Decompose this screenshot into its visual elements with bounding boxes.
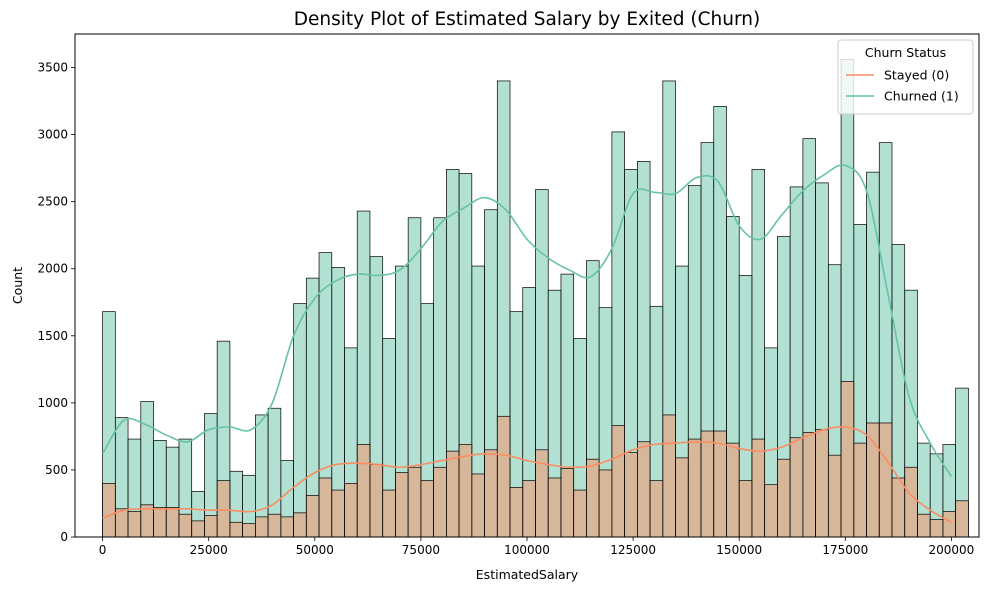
y-axis-label: Count (10, 267, 25, 304)
histogram-bar-stayed (866, 422, 880, 538)
x-tick-label: 150000 (716, 543, 762, 557)
histogram-bar-stayed (407, 466, 422, 538)
histogram-bar-stayed (255, 516, 269, 538)
histogram-bar-stayed (496, 415, 511, 538)
legend-label-churned: Churned (1) (884, 89, 959, 104)
histogram-bar-stayed (904, 466, 918, 538)
histogram-bar-stayed (573, 489, 587, 538)
y-axis: 0 500 1000 1500 2000 2500 3000 3500 (37, 61, 75, 544)
histogram-bar-stayed (458, 444, 473, 538)
x-tick-label: 200000 (929, 543, 975, 557)
histogram-bar-stayed (446, 450, 460, 538)
histogram-bar-stayed (547, 477, 562, 538)
histogram-bar-stayed (560, 468, 575, 538)
y-tick-label: 3500 (37, 61, 68, 75)
y-tick-label: 2000 (37, 262, 68, 276)
histogram-bar-stayed (764, 484, 778, 538)
histogram-bar-stayed (802, 432, 816, 538)
histogram-bar-stayed (420, 480, 434, 538)
histogram-bar-stayed (229, 521, 243, 538)
histogram-bar-stayed (827, 454, 842, 538)
histogram-bar-stayed (331, 489, 345, 538)
histogram-bar-stayed (738, 480, 753, 538)
x-tick-label: 100000 (504, 543, 550, 557)
histogram-bar-churned (293, 303, 307, 538)
histogram-bar-stayed (395, 472, 409, 538)
x-tick-label: 0 (99, 543, 107, 557)
histogram-bar-stayed (102, 483, 116, 538)
histogram-bar-stayed (878, 422, 893, 538)
histogram-bar-stayed (280, 516, 294, 538)
histogram-bar-stayed (216, 480, 231, 538)
kde-layer (101, 164, 953, 523)
histogram-bar-stayed (318, 477, 333, 538)
histogram-bar-stayed (598, 469, 613, 538)
x-axis: 0 25000 50000 75000 100000 125000 150000 175000… (99, 537, 975, 557)
legend-title: Churn Status (865, 45, 946, 60)
histogram-bar-stayed (624, 452, 638, 538)
x-tick-label: 125000 (610, 543, 656, 557)
histogram-bar-stayed (242, 523, 256, 538)
chart-title: Density Plot of Estimated Salary by Exit… (294, 9, 760, 30)
histogram-bar-stayed (853, 442, 867, 538)
histogram-bar-stayed (382, 489, 396, 538)
histogram-bar-stayed (204, 515, 218, 538)
y-tick-label: 3000 (37, 128, 68, 142)
legend-label-stayed: Stayed (0) (884, 68, 949, 83)
x-tick-label: 75000 (402, 543, 440, 557)
histogram-bar-stayed (191, 520, 205, 538)
kde-line-churned (101, 164, 953, 478)
x-tick-label: 50000 (296, 543, 334, 557)
histogram-bar-stayed (675, 457, 689, 538)
histogram-bar-stayed (815, 429, 829, 538)
histogram-bar-stayed (700, 430, 715, 538)
histogram-bar-stayed (751, 438, 766, 538)
histogram-bar-stayed (942, 511, 956, 538)
x-tick-label: 175000 (822, 543, 868, 557)
x-tick-label: 25000 (190, 543, 228, 557)
histogram-bar-stayed (522, 480, 536, 538)
histogram-bar-stayed (636, 441, 651, 538)
y-tick-label: 1500 (37, 329, 68, 343)
histogram-bar-stayed (305, 495, 320, 538)
histogram-bar-stayed (840, 381, 855, 538)
histogram-bar-stayed (356, 444, 371, 538)
histogram-bar-stayed (929, 519, 944, 538)
histogram-bar-stayed (713, 430, 727, 538)
histogram-bar-stayed (662, 414, 676, 538)
histogram-bar-stayed (153, 507, 167, 538)
histogram-bar-stayed (127, 511, 142, 538)
histogram-bar-stayed (293, 512, 307, 538)
histogram-bar-stayed (586, 458, 600, 538)
histogram-bar-stayed (484, 449, 498, 538)
histogram-bar-stayed (649, 480, 664, 538)
histogram-bar-stayed (509, 487, 524, 538)
histogram-bar-stayed (789, 437, 804, 538)
y-tick-label: 2500 (37, 195, 68, 209)
histogram-bar-stayed (178, 513, 193, 538)
histogram-bar-stayed (471, 473, 485, 538)
histogram-bar-stayed (777, 458, 791, 538)
histogram-bar-stayed (369, 464, 384, 538)
histogram-bar-stayed (687, 438, 702, 538)
histogram-bar-stayed (433, 466, 447, 538)
x-axis-label: EstimatedSalary (476, 567, 579, 582)
histogram-bar-stayed (344, 483, 358, 538)
histogram-bar-stayed (611, 425, 625, 538)
legend: Churn Status Stayed (0) Churned (1) (837, 39, 974, 115)
y-tick-label: 0 (60, 530, 68, 544)
histogram-bar-stayed (726, 442, 740, 538)
kde-line-stayed (102, 425, 952, 523)
histogram-bar-stayed (955, 500, 969, 538)
histogram-bar-stayed (891, 477, 906, 538)
histogram-bar-stayed (267, 513, 282, 538)
histogram-bar-stayed (165, 507, 180, 538)
histogram-bar-stayed (917, 513, 931, 538)
y-tick-label: 1000 (37, 396, 68, 410)
y-tick-label: 500 (45, 463, 68, 477)
